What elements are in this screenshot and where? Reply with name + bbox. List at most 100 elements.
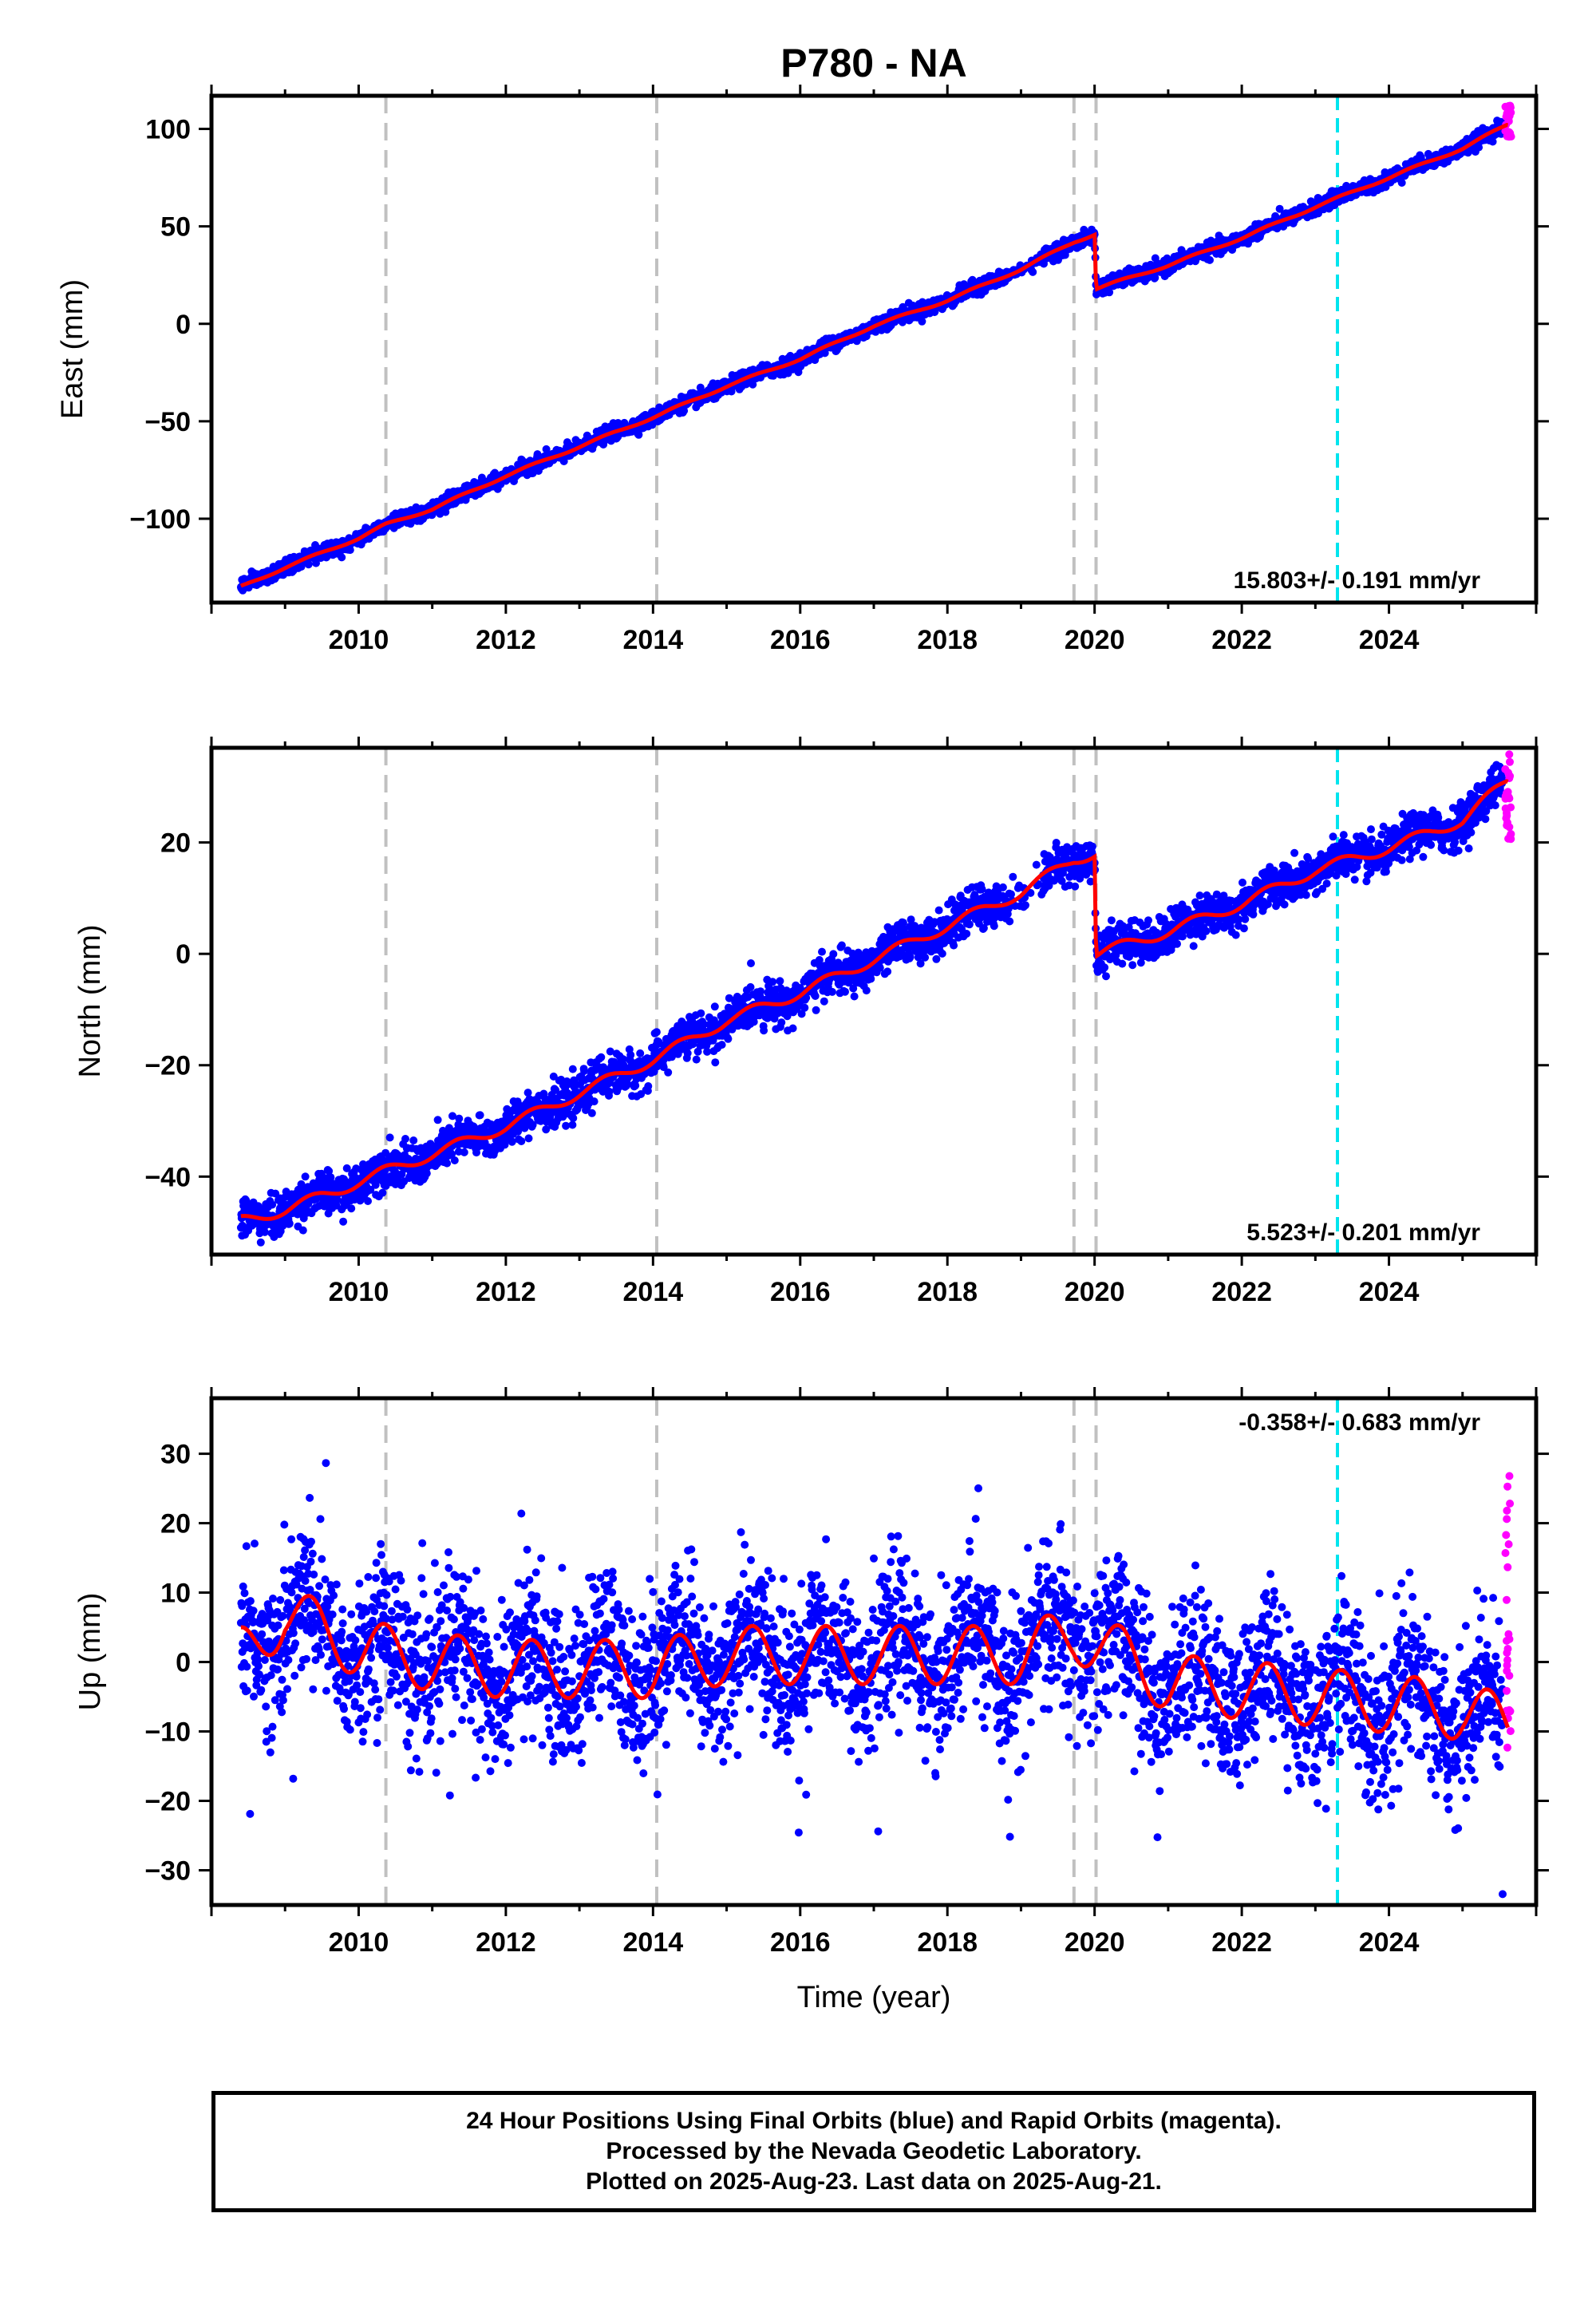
data-point <box>918 317 926 326</box>
data-point <box>256 1238 265 1247</box>
data-point <box>542 445 551 453</box>
data-point <box>693 1047 702 1056</box>
panel-north: 2010 2012 2014 2016 2018 2020 2022 2024200−20−4… <box>73 737 1549 1307</box>
data-point <box>401 1135 409 1143</box>
plot-area <box>236 748 1515 1255</box>
data-point <box>385 1133 394 1142</box>
data-point <box>587 1109 596 1117</box>
y-tick-label: 100 <box>145 115 191 145</box>
data-point <box>268 1200 277 1209</box>
data-point <box>709 1016 718 1025</box>
data-point <box>450 1156 459 1164</box>
data-point <box>549 1072 558 1081</box>
data-point <box>776 977 784 986</box>
final-orbit-points <box>236 117 1507 595</box>
data-point <box>644 1082 653 1090</box>
data-point <box>542 1125 551 1134</box>
data-point <box>422 1169 431 1178</box>
data-point <box>301 1172 310 1181</box>
data-point <box>562 1121 571 1130</box>
data-point <box>619 1055 627 1064</box>
data-point <box>697 1009 705 1018</box>
data-point <box>710 1002 719 1011</box>
data-point <box>523 1089 532 1097</box>
data-point <box>631 1081 640 1090</box>
data-point <box>683 1049 692 1057</box>
data-point <box>747 959 755 967</box>
data-point <box>443 1159 452 1168</box>
data-point <box>725 994 733 1002</box>
data-point <box>749 380 757 389</box>
data-point <box>508 1137 516 1146</box>
data-point <box>634 430 643 439</box>
data-point <box>338 553 346 562</box>
data-point <box>455 1114 464 1123</box>
data-point <box>1206 255 1214 264</box>
model-curve <box>239 123 1508 588</box>
data-point <box>590 1097 598 1106</box>
data-point <box>717 1041 726 1049</box>
data-point <box>724 1034 733 1043</box>
data-point <box>524 1134 533 1143</box>
panel-east: 2010 2012 2014 2016 2018 2020 2022 2024100500−5… <box>56 85 1549 655</box>
data-point <box>1275 204 1284 213</box>
rapid-data-point <box>1503 128 1512 136</box>
data-point <box>347 1204 356 1213</box>
rapid-orbit-points <box>1501 101 1515 141</box>
data-point <box>777 1018 786 1027</box>
data-point <box>580 1067 589 1075</box>
y-tick-label: 50 <box>160 212 191 243</box>
data-point <box>378 1188 387 1197</box>
y-axis-label: East (mm) <box>56 279 89 419</box>
data-point <box>597 1053 606 1061</box>
data-point <box>304 560 313 569</box>
data-point <box>700 1020 708 1029</box>
data-point <box>1397 179 1406 187</box>
data-point <box>636 1049 645 1057</box>
x-tick-label: 2010 <box>329 625 389 655</box>
rate-label: 15.803+/- 0.191 mm/yr <box>1234 567 1481 594</box>
data-point <box>304 1199 313 1208</box>
data-point <box>623 1080 632 1089</box>
data-point <box>569 1114 578 1122</box>
panels: 2010 2012 2014 2016 2018 2020 2022 2024100500−5… <box>56 85 1549 2014</box>
data-point <box>605 1087 614 1096</box>
y-tick-label: 0 <box>176 310 191 340</box>
data-point <box>680 406 689 415</box>
data-point <box>768 978 777 986</box>
rapid-data-point <box>1506 101 1515 110</box>
data-point <box>342 1164 351 1172</box>
data-point <box>757 987 764 996</box>
data-point <box>760 1026 768 1035</box>
data-point <box>448 1112 456 1120</box>
data-point <box>514 1127 523 1136</box>
data-point <box>1105 288 1114 297</box>
data-point <box>346 546 354 555</box>
data-point <box>326 1173 335 1182</box>
data-point <box>606 1047 614 1056</box>
data-point <box>500 1140 509 1149</box>
data-point <box>448 1150 456 1159</box>
y-tick-label: −100 <box>129 504 191 535</box>
data-point <box>460 1148 468 1156</box>
data-point <box>312 559 320 567</box>
final-orbit-points <box>236 761 1507 1247</box>
data-point <box>1475 143 1483 152</box>
data-point <box>476 1111 484 1120</box>
data-point <box>517 1137 526 1145</box>
plot-area <box>236 96 1515 603</box>
rapid-data-point <box>1504 115 1513 123</box>
data-point <box>1488 137 1497 146</box>
data-point <box>692 1055 701 1064</box>
data-point <box>1029 267 1037 276</box>
x-tick-label: 2016 <box>770 625 831 655</box>
data-point <box>551 1085 560 1094</box>
data-point <box>703 1047 712 1056</box>
data-point <box>711 1058 720 1067</box>
data-point <box>285 1219 294 1228</box>
data-point <box>260 1227 269 1236</box>
data-point <box>659 1063 668 1072</box>
data-point <box>298 1226 307 1235</box>
